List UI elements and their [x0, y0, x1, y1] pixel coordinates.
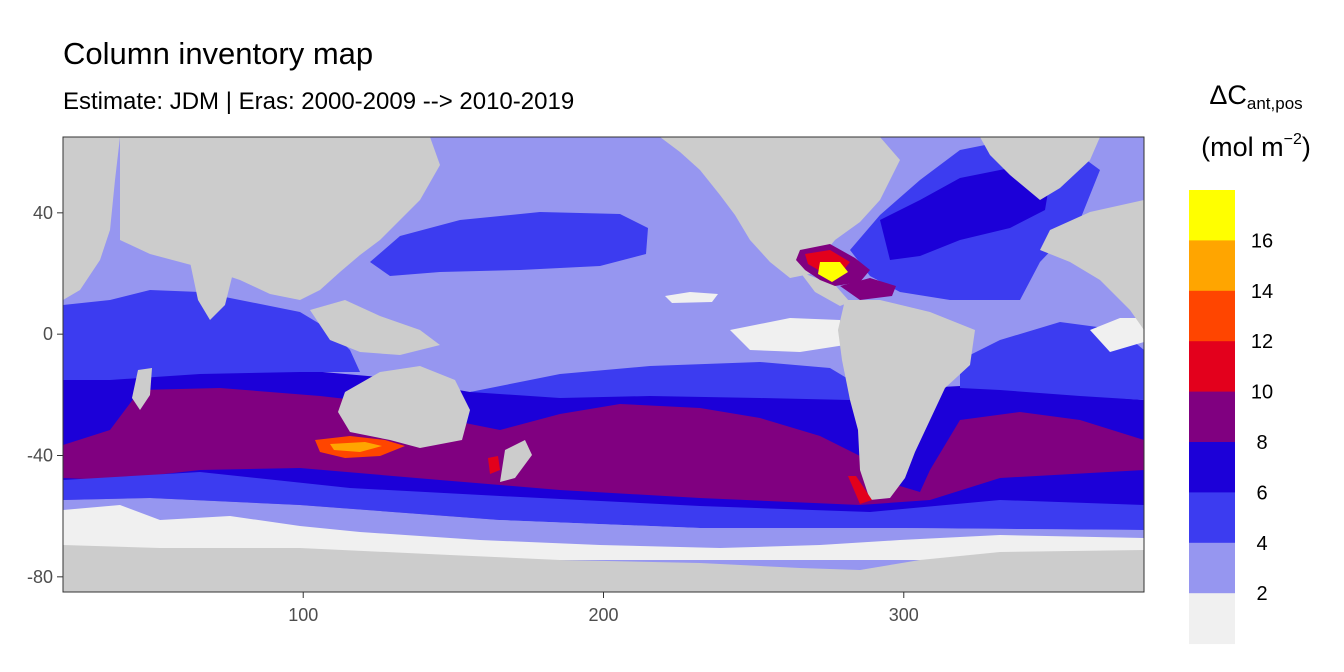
north-america-land	[660, 137, 900, 278]
legend-break-label: 14	[1251, 281, 1273, 303]
southern-ring-region	[63, 472, 1144, 530]
legend-swatch	[1189, 290, 1235, 342]
south-atlantic-light-region	[1090, 318, 1144, 352]
south-indian-hotspot-core	[330, 442, 382, 452]
legend-swatch	[1189, 341, 1235, 393]
legend-swatch	[1189, 240, 1235, 292]
greenland-land	[980, 137, 1100, 200]
north-atlantic-deep-region	[880, 168, 1050, 260]
legend-unit-prefix: (mol m	[1201, 132, 1284, 162]
antarctica-land	[63, 545, 1144, 592]
europe-africa-land	[1040, 200, 1144, 330]
y-tick-label: -40	[27, 446, 53, 466]
africa-left-land	[63, 137, 120, 300]
north-pacific-blue-region	[370, 212, 648, 276]
legend-title: ΔCant,pos (mol m−2)	[1176, 82, 1336, 161]
map-layer	[63, 137, 1144, 592]
gulf-caribbean-purple	[840, 278, 896, 300]
drake-hotspot	[848, 476, 872, 504]
y-tick-label: 0	[43, 324, 53, 344]
y-tick-label: 40	[33, 203, 53, 223]
legend-break-label: 8	[1256, 432, 1267, 454]
legend-swatch	[1189, 492, 1235, 544]
legend-break-label: 6	[1256, 482, 1267, 504]
x-tick-label: 300	[889, 605, 919, 625]
y-tick-label: -80	[27, 567, 53, 587]
x-axis: 100 200 300	[288, 592, 919, 625]
x-tick-label: 200	[588, 605, 618, 625]
caribbean-hotspot-core	[818, 262, 848, 282]
legend-break-label: 10	[1251, 382, 1273, 404]
y-axis: 40 0 -40 -80	[27, 203, 63, 587]
legend-break-label: 2	[1256, 583, 1267, 605]
central-america-land	[800, 272, 850, 306]
legend-swatch	[1189, 442, 1235, 493]
chart-subtitle: Estimate: JDM | Eras: 2000-2009 --> 2010…	[63, 88, 575, 115]
australia-land	[338, 366, 470, 448]
antarctic-margin-region	[63, 505, 1144, 560]
legend-labels: 16 14 12 10 8 6 4 2	[1251, 230, 1273, 605]
legend-unit-sup: −2	[1283, 131, 1302, 148]
indian-ocean-blue-region	[63, 290, 360, 380]
x-tick-label: 100	[288, 605, 318, 625]
legend-swatch	[1189, 542, 1235, 594]
legend-title-sub: ant,pos	[1246, 94, 1303, 113]
legend-colorbar	[1189, 190, 1235, 645]
madagascar-land	[132, 368, 152, 410]
legend-break-label: 4	[1256, 533, 1267, 555]
legend-break-label: 12	[1251, 331, 1273, 353]
legend-swatch	[1189, 593, 1235, 645]
south-atlantic-blue-region	[960, 322, 1144, 400]
tasman-hotspot	[488, 456, 500, 474]
india-land	[190, 262, 235, 320]
south-pacific-blue-region	[470, 362, 860, 400]
legend-swatch	[1189, 190, 1235, 241]
maritime-asia-land	[310, 300, 440, 355]
legend-swatch	[1189, 391, 1235, 443]
equatorial-pacific-light-region	[730, 318, 845, 352]
legend-title-main: ΔC	[1209, 80, 1247, 110]
new-zealand-land	[500, 440, 532, 482]
legend-break-label: 16	[1251, 230, 1273, 252]
south-america-land	[838, 300, 975, 500]
asia-land	[120, 137, 440, 300]
chart-title: Column inventory map	[63, 36, 374, 71]
central-pacific-light-patch	[665, 292, 718, 303]
legend-unit-suffix: )	[1301, 132, 1311, 162]
